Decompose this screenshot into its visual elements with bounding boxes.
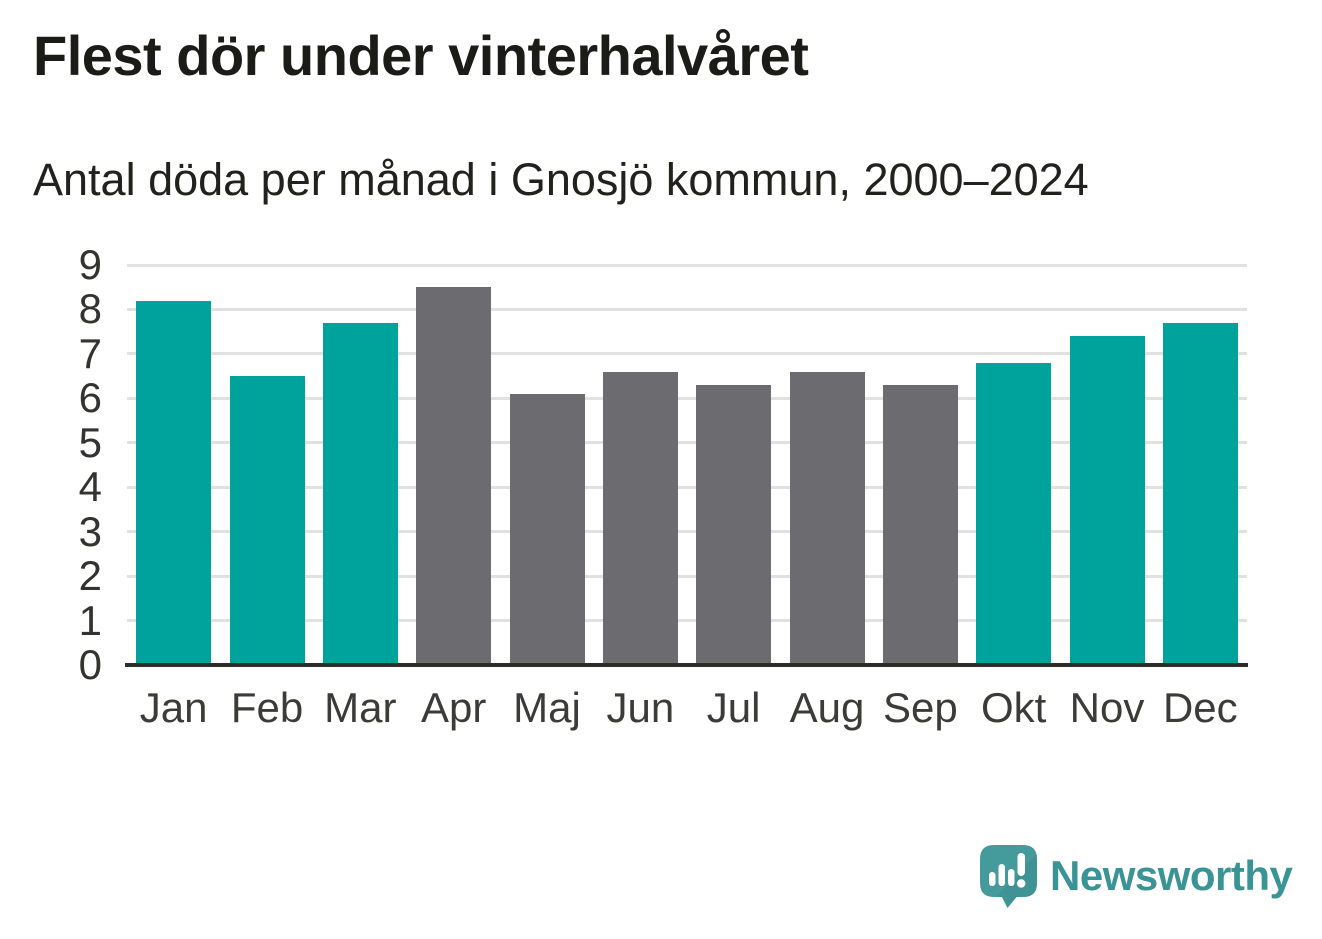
x-axis-line xyxy=(125,663,1248,667)
grid-line-9 xyxy=(127,263,1247,267)
grid-line-6 xyxy=(127,396,1247,400)
bar-okt xyxy=(976,362,1052,665)
x-tick-label-apr: Apr xyxy=(420,684,487,731)
bar-dec xyxy=(1162,322,1238,665)
y-tick-label-3: 3 xyxy=(78,507,102,555)
bar-jun xyxy=(602,371,678,665)
y-tick-label-8: 8 xyxy=(78,285,102,333)
x-tick-label-mar: Mar xyxy=(324,684,397,731)
bar-sep xyxy=(882,385,958,665)
grid-line-4 xyxy=(127,485,1247,489)
y-tick-label-9: 9 xyxy=(78,241,102,288)
gridlines xyxy=(127,263,1247,665)
newsworthy-logo: Newsworthy xyxy=(980,845,1293,908)
chart-title: Flest dör under vinterhalvåret xyxy=(33,24,809,87)
grid-line-5 xyxy=(127,441,1247,445)
x-tick-label-nov: Nov xyxy=(1069,684,1145,731)
y-tick-label-1: 1 xyxy=(78,596,102,644)
grid-line-8 xyxy=(127,307,1247,311)
x-tick-label-feb: Feb xyxy=(230,684,304,731)
x-axis-labels: Jan Feb Mar Apr Maj Jun Jul Aug Sep Okt Nov Dec xyxy=(127,681,1247,735)
y-tick-label-7: 7 xyxy=(78,329,102,377)
bar-jan xyxy=(136,300,212,665)
y-tick-label-6: 6 xyxy=(78,374,102,422)
x-tick-label-jul: Jul xyxy=(706,684,761,731)
bar-mar xyxy=(322,322,398,665)
newsworthy-logo-text: Newsworthy xyxy=(1050,852,1293,899)
x-tick-label-jan: Jan xyxy=(139,684,208,731)
x-tick-label-maj: Maj xyxy=(513,684,581,731)
grid-line-1 xyxy=(127,619,1247,623)
y-tick-label-2: 2 xyxy=(78,552,102,600)
bar-chart-plot-area xyxy=(125,263,1248,667)
grid-line-2 xyxy=(127,574,1247,578)
y-tick-label-4: 4 xyxy=(78,463,102,511)
x-tick-label-sep: Sep xyxy=(882,684,958,731)
bars xyxy=(127,265,1247,665)
x-tick-label-aug: Aug xyxy=(789,684,865,731)
bar-feb xyxy=(229,376,305,665)
grid-line-3 xyxy=(127,530,1247,534)
chart-subtitle: Antal döda per månad i Gnosjö kommun, 20… xyxy=(33,154,1089,205)
x-tick-label-okt: Okt xyxy=(980,684,1047,731)
x-tick-label-dec: Dec xyxy=(1162,684,1238,731)
y-tick-label-5: 5 xyxy=(78,418,102,466)
y-tick-label-0: 0 xyxy=(78,641,102,688)
bar-apr xyxy=(416,287,492,665)
x-tick-label-jun: Jun xyxy=(606,684,675,731)
bar-aug xyxy=(789,371,865,665)
bar-nov xyxy=(1069,336,1145,665)
bar-maj xyxy=(509,393,585,665)
grid-line-7 xyxy=(127,352,1247,356)
bar-jul xyxy=(696,385,772,665)
newsworthy-bubble-chart-icon xyxy=(980,845,1037,908)
